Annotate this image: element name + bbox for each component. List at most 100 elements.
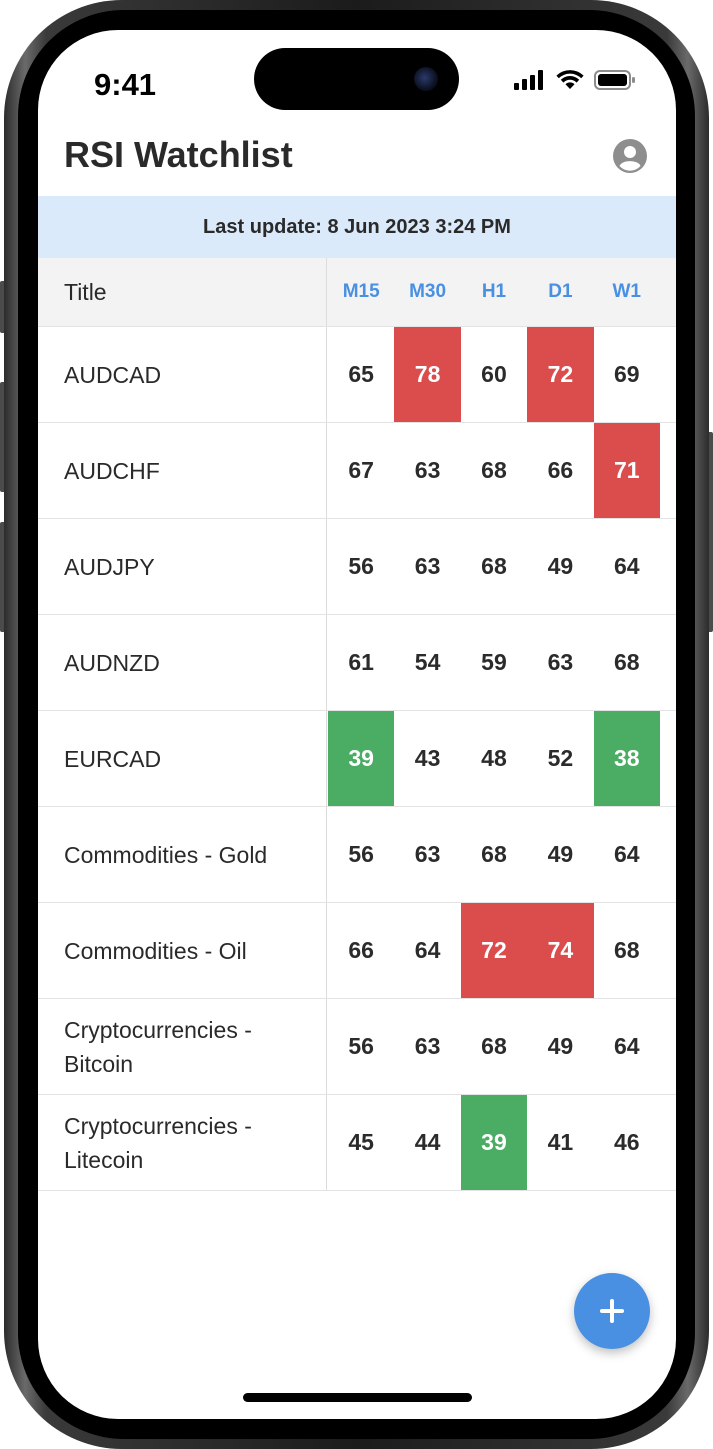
rsi-value-cell: 54 — [414, 649, 441, 675]
symbol-title: AUDCHF — [38, 423, 327, 518]
page-title: RSI Watchlist — [64, 134, 293, 175]
rsi-value-cell: 38 — [593, 711, 660, 806]
timeframe-header[interactable]: M30 — [409, 281, 447, 302]
table-header: Title M15 M30 H1 D1 W1 — [38, 258, 676, 327]
rsi-value-cell: 63 — [414, 553, 441, 579]
rsi-value-cell: 59 — [481, 649, 507, 675]
rsi-value-cell: 68 — [481, 841, 507, 867]
symbol-title: Cryptocurrencies - Bitcoin — [38, 999, 327, 1094]
rsi-value-cell: 63 — [414, 1033, 441, 1059]
rsi-value-cell: 66 — [348, 937, 374, 963]
rsi-value-cell: 64 — [613, 553, 640, 579]
table-row[interactable]: Commodities - Gold 56 63 68 49 64 — [38, 807, 676, 903]
rsi-value-cell: 56 — [348, 1033, 374, 1059]
table-row[interactable]: Cryptocurrencies - Litecoin 45 44 39 41 46 — [38, 1095, 676, 1191]
rsi-values: 66 64 72 74 68 — [327, 903, 660, 998]
status-icons — [514, 70, 636, 90]
symbol-title: AUDNZD — [38, 615, 327, 710]
rsi-value-cell: 63 — [414, 457, 441, 483]
volume-down-button — [0, 522, 6, 632]
title-column-header: Title — [38, 258, 327, 326]
rsi-values: 61 54 59 63 68 — [327, 615, 660, 710]
rsi-values: 56 63 68 49 64 — [327, 519, 660, 614]
screen: 9:41 RSI Watchlist Last update: 8 J — [38, 30, 676, 1419]
rsi-value-cell: 39 — [328, 711, 395, 806]
profile-button[interactable] — [612, 138, 648, 174]
table-row[interactable]: AUDCAD 65 78 60 72 69 — [38, 327, 676, 423]
table-row[interactable]: Commodities - Oil 66 64 72 74 68 — [38, 903, 676, 999]
status-time: 9:41 — [94, 67, 157, 102]
volume-up-button — [0, 382, 6, 492]
rsi-value-cell: 49 — [547, 553, 574, 579]
rsi-value-cell: 49 — [547, 841, 574, 867]
rsi-value-cell: 39 — [460, 1095, 528, 1190]
rsi-value-cell: 43 — [414, 745, 441, 771]
rsi-value-cell: 63 — [547, 649, 574, 675]
rsi-value-cell: 61 — [348, 649, 374, 675]
rsi-value-cell: 49 — [547, 1033, 574, 1059]
table-row[interactable]: AUDCHF 67 63 68 66 71 — [38, 423, 676, 519]
rsi-value-cell: 52 — [547, 745, 574, 771]
front-camera-icon — [414, 67, 438, 91]
rsi-value-cell: 72 — [460, 903, 528, 998]
rsi-value-cell: 45 — [348, 1129, 374, 1155]
battery-icon — [594, 70, 635, 90]
plus-icon — [600, 1299, 624, 1323]
rsi-value-cell: 64 — [414, 937, 441, 963]
last-update-banner: Last update: 8 Jun 2023 3:24 PM — [38, 196, 676, 258]
symbol-title: AUDCAD — [38, 327, 327, 422]
rsi-value-cell: 60 — [481, 361, 507, 387]
rsi-value-cell: 46 — [613, 1129, 640, 1155]
rsi-value-cell: 44 — [414, 1129, 441, 1155]
add-symbol-button[interactable] — [574, 1273, 650, 1349]
symbol-title: Commodities - Oil — [38, 903, 327, 998]
rsi-table: Title M15 M30 H1 D1 W1 AUDCAD 65 78 60 72 69 A… — [38, 258, 676, 1191]
rsi-value-cell: 65 — [348, 361, 374, 387]
dynamic-island — [254, 48, 459, 110]
rsi-values: 45 44 39 41 46 — [327, 1095, 660, 1190]
rsi-value-cell: 66 — [547, 457, 574, 483]
symbol-title: Cryptocurrencies - Litecoin — [38, 1095, 327, 1190]
home-indicator — [243, 1393, 472, 1402]
rsi-value-cell: 71 — [593, 423, 660, 518]
side-button — [707, 432, 713, 632]
table-row[interactable]: Cryptocurrencies - Bitcoin 56 63 68 49 64 — [38, 999, 676, 1095]
rsi-values: 65 78 60 72 69 — [327, 327, 660, 422]
rsi-value-cell: 68 — [481, 1033, 507, 1059]
timeframe-headers: M15 M30 H1 D1 W1 — [327, 258, 660, 326]
table-row[interactable]: EURCAD 39 43 48 52 38 — [38, 711, 676, 807]
rsi-value-cell: 64 — [613, 1033, 640, 1059]
rsi-value-cell: 41 — [547, 1129, 574, 1155]
symbol-title: AUDJPY — [38, 519, 327, 614]
rsi-value-cell: 67 — [348, 457, 374, 483]
timeframe-header[interactable]: H1 — [481, 281, 507, 302]
rsi-value-cell: 68 — [481, 457, 507, 483]
wifi-icon — [556, 70, 584, 89]
timeframe-header[interactable]: W1 — [612, 281, 642, 302]
rsi-value-cell: 74 — [527, 903, 594, 998]
timeframe-header[interactable]: M15 — [342, 281, 380, 302]
table-row[interactable]: AUDJPY 56 63 68 49 64 — [38, 519, 676, 615]
account-circle-icon — [613, 139, 647, 173]
symbol-title: EURCAD — [38, 711, 327, 806]
rsi-values: 56 63 68 49 64 — [327, 999, 660, 1094]
rsi-value-cell: 48 — [481, 745, 507, 771]
rsi-value-cell: 64 — [613, 841, 640, 867]
symbol-title: Commodities - Gold — [38, 807, 327, 902]
rsi-values: 56 63 68 49 64 — [327, 807, 660, 902]
rsi-values: 39 43 48 52 38 — [327, 711, 660, 806]
rsi-value-cell: 68 — [481, 553, 507, 579]
signal-icon — [514, 70, 543, 90]
rsi-value-cell: 68 — [613, 937, 640, 963]
rsi-value-cell: 78 — [394, 327, 461, 422]
timeframe-header[interactable]: D1 — [548, 281, 573, 302]
rsi-value-cell: 69 — [613, 361, 640, 387]
rsi-value-cell: 72 — [527, 327, 594, 422]
table-row[interactable]: AUDNZD 61 54 59 63 68 — [38, 615, 676, 711]
rsi-values: 67 63 68 66 71 — [327, 423, 660, 518]
rsi-value-cell: 56 — [348, 553, 374, 579]
rsi-value-cell: 68 — [613, 649, 640, 675]
action-button — [0, 281, 6, 333]
last-update-text: Last update: 8 Jun 2023 3:24 PM — [203, 215, 511, 238]
rsi-value-cell: 63 — [414, 841, 441, 867]
